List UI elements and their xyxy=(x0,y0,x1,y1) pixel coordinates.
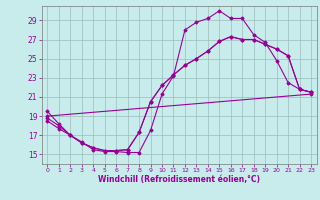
X-axis label: Windchill (Refroidissement éolien,°C): Windchill (Refroidissement éolien,°C) xyxy=(98,175,260,184)
